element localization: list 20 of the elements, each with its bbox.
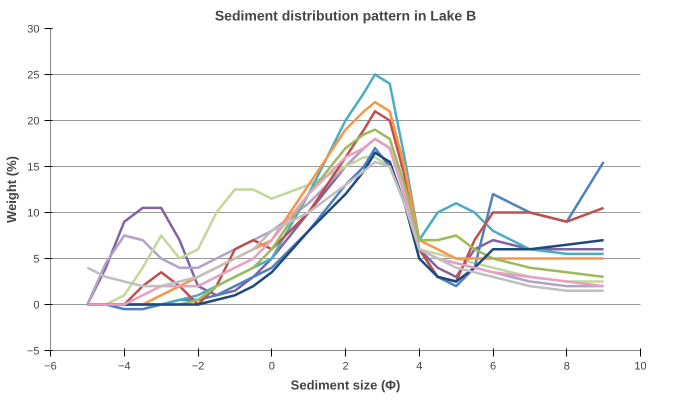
- y-tick-label: −5: [26, 346, 40, 358]
- chart-title: Sediment distribution pattern in Lake B: [214, 8, 476, 24]
- x-tick-label: 2: [342, 360, 349, 372]
- y-tick-label: 0: [33, 300, 40, 312]
- x-tick-label: 10: [634, 360, 647, 372]
- y-tick-label: 25: [27, 70, 40, 82]
- x-tick-label: 0: [268, 360, 275, 372]
- y-tick-label: 30: [27, 24, 40, 36]
- x-tick-label: 8: [564, 360, 570, 372]
- y-tick-label: 5: [33, 254, 40, 266]
- x-tick-label: 4: [416, 360, 422, 372]
- y-axis-title: Weight (%): [4, 156, 19, 223]
- x-tick-label: −4: [118, 360, 131, 372]
- x-tick-label: −6: [44, 360, 57, 372]
- x-tick-label: 6: [490, 360, 496, 372]
- y-tick-label: 15: [27, 162, 40, 174]
- x-axis-title: Sediment size (Φ): [290, 378, 400, 392]
- x-tick-label: −2: [192, 360, 204, 372]
- y-tick-label: 10: [27, 208, 40, 220]
- y-tick-label: 20: [27, 116, 40, 128]
